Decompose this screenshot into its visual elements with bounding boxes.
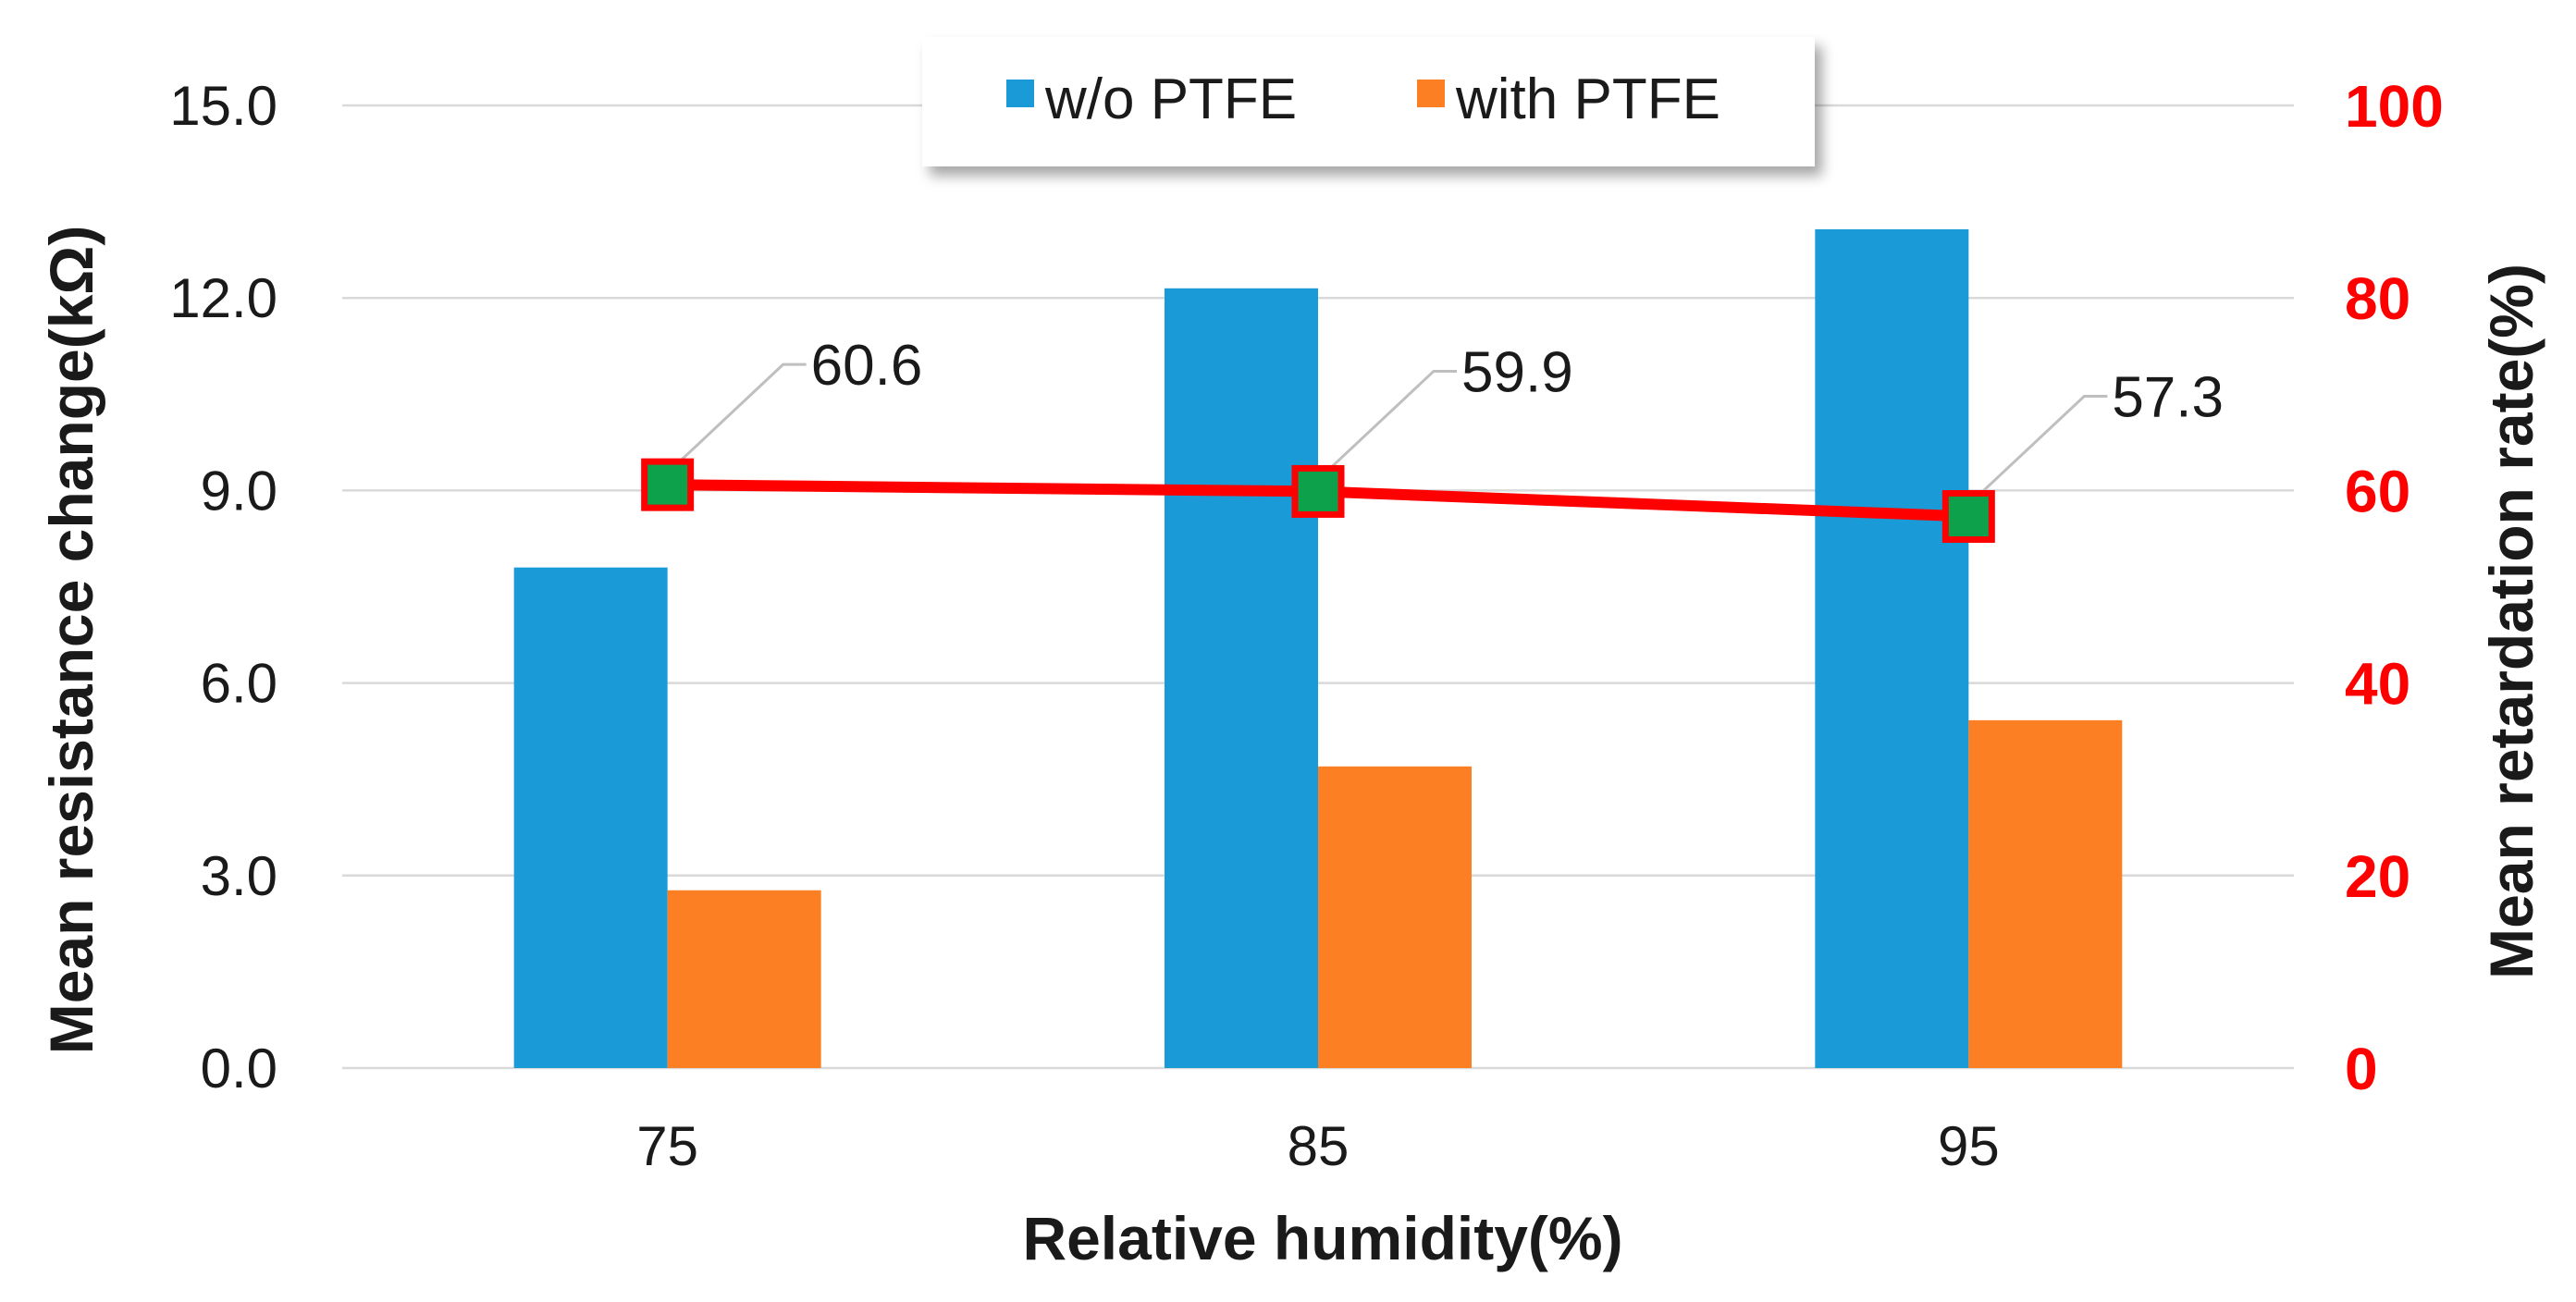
legend: w/o PTFE with PTFE (922, 37, 1815, 166)
y-tick-label: 9.0 (201, 460, 277, 522)
y2-tick-label: 20 (2345, 843, 2410, 910)
legend-swatch-wo-ptfe (1006, 80, 1034, 107)
retardation-marker-95 (1941, 490, 1995, 544)
leader-line (1978, 395, 2108, 496)
leader-line (677, 362, 807, 464)
legend-label-with-ptfe: with PTFE (1455, 68, 1720, 131)
data-labels: 60.6 59.9 57.3 (811, 334, 2224, 429)
x-tick-label: 95 (1938, 1115, 2000, 1177)
x-tick-label: 85 (1288, 1115, 1350, 1177)
data-label-85: 59.9 (1461, 340, 1573, 404)
y-tick-label: 6.0 (201, 653, 277, 715)
legend-label-wo-ptfe: w/o PTFE (1044, 68, 1297, 131)
y2-tick-label: 40 (2345, 651, 2410, 718)
y2-tick-label: 80 (2345, 265, 2410, 332)
y-tick-label: 3.0 (201, 845, 277, 907)
markers (641, 458, 1995, 544)
data-label-95: 57.3 (2112, 366, 2224, 430)
left-axis-ticks: 0.0 3.0 6.0 9.0 12.0 15.0 (169, 75, 277, 1099)
y-axis-title: Mean resistance change(kΩ) (37, 226, 105, 1055)
bar-w-o-ptfe-75 (513, 567, 668, 1068)
bar-with-ptfe-75 (667, 890, 821, 1068)
bar-with-ptfe-85 (1318, 766, 1472, 1068)
x-axis-title: Relative humidity(%) (1022, 1204, 1622, 1272)
bar-with-ptfe-95 (1968, 719, 2123, 1068)
bars (513, 228, 2123, 1068)
y-tick-label: 15.0 (169, 75, 277, 137)
y-tick-label: 0.0 (201, 1038, 277, 1099)
y2-tick-label: 100 (2345, 73, 2444, 140)
y-tick-label: 12.0 (169, 267, 277, 329)
legend-swatch-with-ptfe (1417, 80, 1445, 107)
data-label-75: 60.6 (811, 334, 923, 398)
y2-tick-label: 60 (2345, 458, 2410, 524)
retardation-marker-75 (641, 458, 695, 511)
x-axis-ticks: 75 85 95 (636, 1115, 1999, 1177)
y2-tick-label: 0 (2345, 1036, 2378, 1102)
bar-w-o-ptfe-85 (1165, 288, 1318, 1068)
y2-axis-title: Mean retardation rate(%) (2477, 264, 2545, 979)
leader-line (1327, 369, 1457, 471)
bar-w-o-ptfe-95 (1815, 228, 1969, 1068)
x-tick-label: 75 (636, 1115, 698, 1177)
retardation-marker-85 (1291, 464, 1345, 518)
leader-lines (677, 362, 2108, 496)
right-axis-ticks: 0 20 40 60 80 100 (2345, 73, 2444, 1102)
legend-box (922, 37, 1815, 166)
